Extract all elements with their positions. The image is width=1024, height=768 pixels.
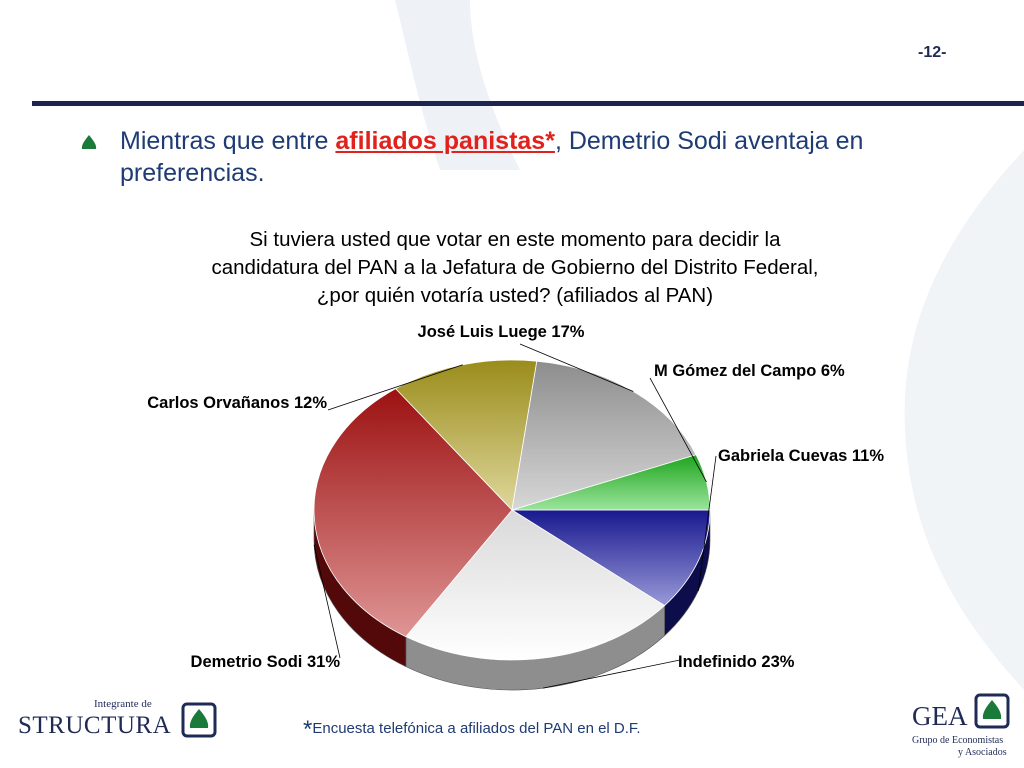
page-number: -12- <box>918 44 947 61</box>
bullet-icon <box>81 135 97 149</box>
bullet-highlight: afiliados panistas* <box>335 127 555 155</box>
pie-labels: Gabriela Cuevas 11% Indefinido 23% Demetri… <box>147 323 884 671</box>
pie-slice-label: Gabriela Cuevas 11% <box>718 447 884 465</box>
footnote-text: Encuesta telefónica a afiliados del PAN … <box>312 720 641 737</box>
pie-leader-line <box>519 343 634 392</box>
pie-leader-line <box>313 544 341 659</box>
pie-leader-line <box>327 364 463 411</box>
pie-leader-line <box>649 377 707 483</box>
gea-emblem-icon <box>974 693 1010 729</box>
pie-leader-line <box>697 455 717 591</box>
chart-title-line-1: Si tuviera usted que votar en este momen… <box>249 228 781 251</box>
footnote: *Encuesta telefónica a afiliados del PAN… <box>303 716 641 744</box>
pie-slice <box>510 509 711 607</box>
pie-slice <box>405 509 666 661</box>
chart-title-line-2: candidatura del PAN a la Jefatura de Gob… <box>211 256 819 279</box>
structura-logo: Integrante de STRUCTURA <box>18 698 223 748</box>
pie-leader-line <box>542 659 681 689</box>
structura-emblem-icon <box>181 702 217 738</box>
pie-leaders <box>313 343 717 689</box>
bullet-text-after: , Demetrio Sodi aventaja en preferencias… <box>120 127 864 187</box>
gea-sub2: y Asociados <box>958 747 1007 758</box>
structura-name: STRUCTURA <box>18 712 172 739</box>
gea-sub1: Grupo de Economistas <box>912 735 1004 746</box>
header-rule <box>32 101 1024 106</box>
bullet-text: Mientras que entre afiliados panistas*, … <box>120 125 980 189</box>
footnote-star: * <box>303 716 313 743</box>
gea-name: GEA <box>912 701 968 731</box>
structura-prefix: Integrante de <box>94 698 152 710</box>
pie-tops <box>313 359 711 661</box>
pie-slice-label: M Gómez del Campo 6% <box>654 362 845 380</box>
gea-logo: GEA Grupo de Economistas y Asociados <box>910 693 1010 761</box>
pie-slice-label: Demetrio Sodi 31% <box>191 653 341 671</box>
chart-title: Si tuviera usted que votar en este momen… <box>120 226 910 310</box>
chart-title-line-3: ¿por quién votaría usted? (afiliados al … <box>316 284 714 307</box>
bullet-text-before: Mientras que entre <box>120 127 336 155</box>
pie-slice-label: Indefinido 23% <box>678 653 795 671</box>
pie-slice <box>313 388 513 638</box>
pie-slice-label: Carlos Orvañanos 12% <box>147 394 327 412</box>
pie-slice-label: José Luis Luege 17% <box>418 323 585 341</box>
